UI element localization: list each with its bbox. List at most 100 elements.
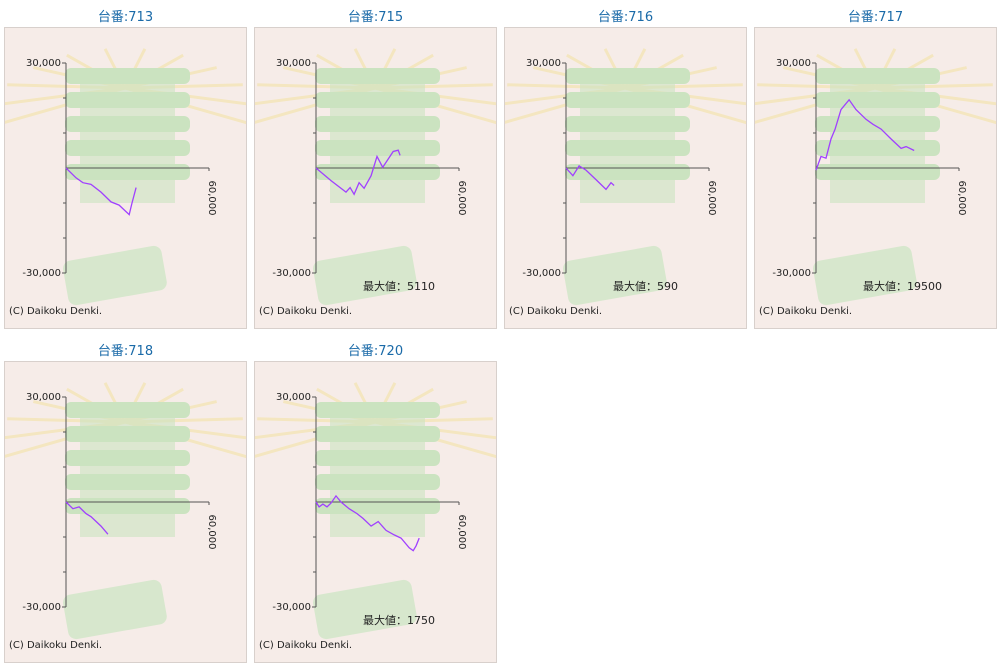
tray — [815, 68, 940, 84]
chart-title: 台番:715 — [347, 10, 404, 25]
base-tray — [63, 245, 167, 306]
chart: 30,000 -30,000 60,000 最大値：590 (C) Daikoku De… — [484, 48, 766, 317]
tray — [65, 474, 190, 490]
tray — [65, 68, 190, 84]
chart-panel: 30,000 -30,000 60,000 (C) Daikoku Denki. — [0, 27, 266, 329]
y-tick-label: -30,000 — [22, 268, 61, 279]
data-line — [565, 165, 615, 191]
tray — [315, 140, 440, 156]
y-tick-label: -30,000 — [22, 602, 61, 613]
data-line — [315, 149, 401, 196]
ray — [124, 417, 243, 424]
tray-body — [580, 68, 675, 203]
tray — [315, 426, 440, 442]
tray-body — [830, 68, 925, 203]
data-line — [315, 494, 420, 552]
max-annotation: 最大値：19500 — [863, 279, 942, 293]
tray — [315, 92, 440, 108]
ray — [624, 86, 760, 107]
tray — [65, 140, 190, 156]
chart-panel: 30,000 -30,000 60,000 最大値：19500 (C) Daikoku … — [734, 27, 1000, 329]
tray — [565, 68, 690, 84]
ray — [374, 86, 510, 107]
tray — [65, 426, 190, 442]
background-art — [0, 48, 266, 306]
copyright: (C) Daikoku Denki. — [509, 306, 602, 317]
y-tick-label: 30,000 — [26, 58, 61, 69]
ray — [124, 86, 260, 107]
tray-body — [330, 68, 425, 203]
chart: 30,000 -30,000 60,000 最大値：19500 (C) Daikoku … — [734, 48, 1000, 317]
chart-panel: 30,000 -30,000 60,000 最大値：5110 (C) Daikoku D… — [234, 27, 516, 329]
tray — [815, 116, 940, 132]
ray — [740, 86, 876, 107]
tray — [315, 68, 440, 84]
tray-body — [80, 68, 175, 203]
tray-body — [330, 402, 425, 537]
max-annotation: 最大値：1750 — [363, 613, 435, 627]
y-tick-label: 30,000 — [276, 392, 311, 403]
background-art — [234, 48, 516, 306]
data-line — [65, 501, 109, 535]
ray — [624, 83, 743, 90]
copyright: (C) Daikoku Denki. — [259, 640, 352, 651]
tray — [65, 450, 190, 466]
copyright: (C) Daikoku Denki. — [259, 306, 352, 317]
ray — [124, 420, 260, 441]
ray — [874, 86, 1000, 106]
x-tick-label: 60,000 — [206, 515, 217, 550]
ray — [0, 86, 126, 106]
chart-title: 台番:718 — [97, 344, 154, 359]
tray — [565, 140, 690, 156]
base-tray — [313, 579, 417, 640]
ray — [240, 420, 376, 441]
chart-title: 台番:717 — [847, 10, 904, 25]
x-tick-label: 60,000 — [206, 181, 217, 216]
y-tick-label: 30,000 — [26, 392, 61, 403]
x-tick-label: 60,000 — [456, 515, 467, 550]
chart-panel: 30,000 -30,000 60,000 最大値：590 (C) Daikoku De… — [484, 27, 766, 329]
y-tick-label: -30,000 — [772, 268, 811, 279]
tray — [815, 140, 940, 156]
tray — [65, 92, 190, 108]
base-tray — [63, 579, 167, 640]
base-tray — [313, 245, 417, 306]
chart: 30,000 -30,000 60,000 (C) Daikoku Denki. — [0, 48, 266, 317]
copyright: (C) Daikoku Denki. — [759, 306, 852, 317]
y-tick-label: 30,000 — [276, 58, 311, 69]
ray — [0, 420, 126, 440]
tray — [315, 474, 440, 490]
y-tick-label: -30,000 — [272, 268, 311, 279]
tray — [315, 450, 440, 466]
data-line — [815, 98, 915, 171]
tray — [65, 402, 190, 418]
chart-title: 台番:713 — [97, 10, 154, 25]
y-tick-label: 30,000 — [526, 58, 561, 69]
chart: 30,000 -30,000 60,000 最大値：5110 (C) Daikoku D… — [234, 48, 516, 317]
chart-title: 台番:716 — [597, 10, 654, 25]
tray — [315, 116, 440, 132]
data-line — [65, 167, 137, 216]
ray — [374, 420, 510, 441]
max-annotation: 最大値：5110 — [363, 279, 435, 293]
tray — [65, 116, 190, 132]
base-tray — [563, 245, 667, 306]
y-tick-label: -30,000 — [522, 268, 561, 279]
ray — [374, 83, 493, 90]
copyright: (C) Daikoku Denki. — [9, 306, 102, 317]
y-tick-label: 30,000 — [776, 58, 811, 69]
chart: 30,000 -30,000 60,000 (C) Daikoku Denki. — [0, 382, 266, 651]
base-tray — [813, 245, 917, 306]
x-tick-label: 60,000 — [456, 181, 467, 216]
ray — [874, 83, 993, 90]
chart-panel: 30,000 -30,000 60,000 最大値：1750 (C) Daikoku D… — [234, 361, 516, 663]
background-art — [734, 48, 1000, 306]
chart-panel: 30,000 -30,000 60,000 (C) Daikoku Denki. — [0, 361, 266, 663]
ray — [374, 417, 493, 424]
tray — [565, 92, 690, 108]
chart: 30,000 -30,000 60,000 最大値：1750 (C) Daikoku D… — [234, 382, 516, 651]
tray-body — [80, 402, 175, 537]
y-tick-label: -30,000 — [272, 602, 311, 613]
tray — [315, 402, 440, 418]
